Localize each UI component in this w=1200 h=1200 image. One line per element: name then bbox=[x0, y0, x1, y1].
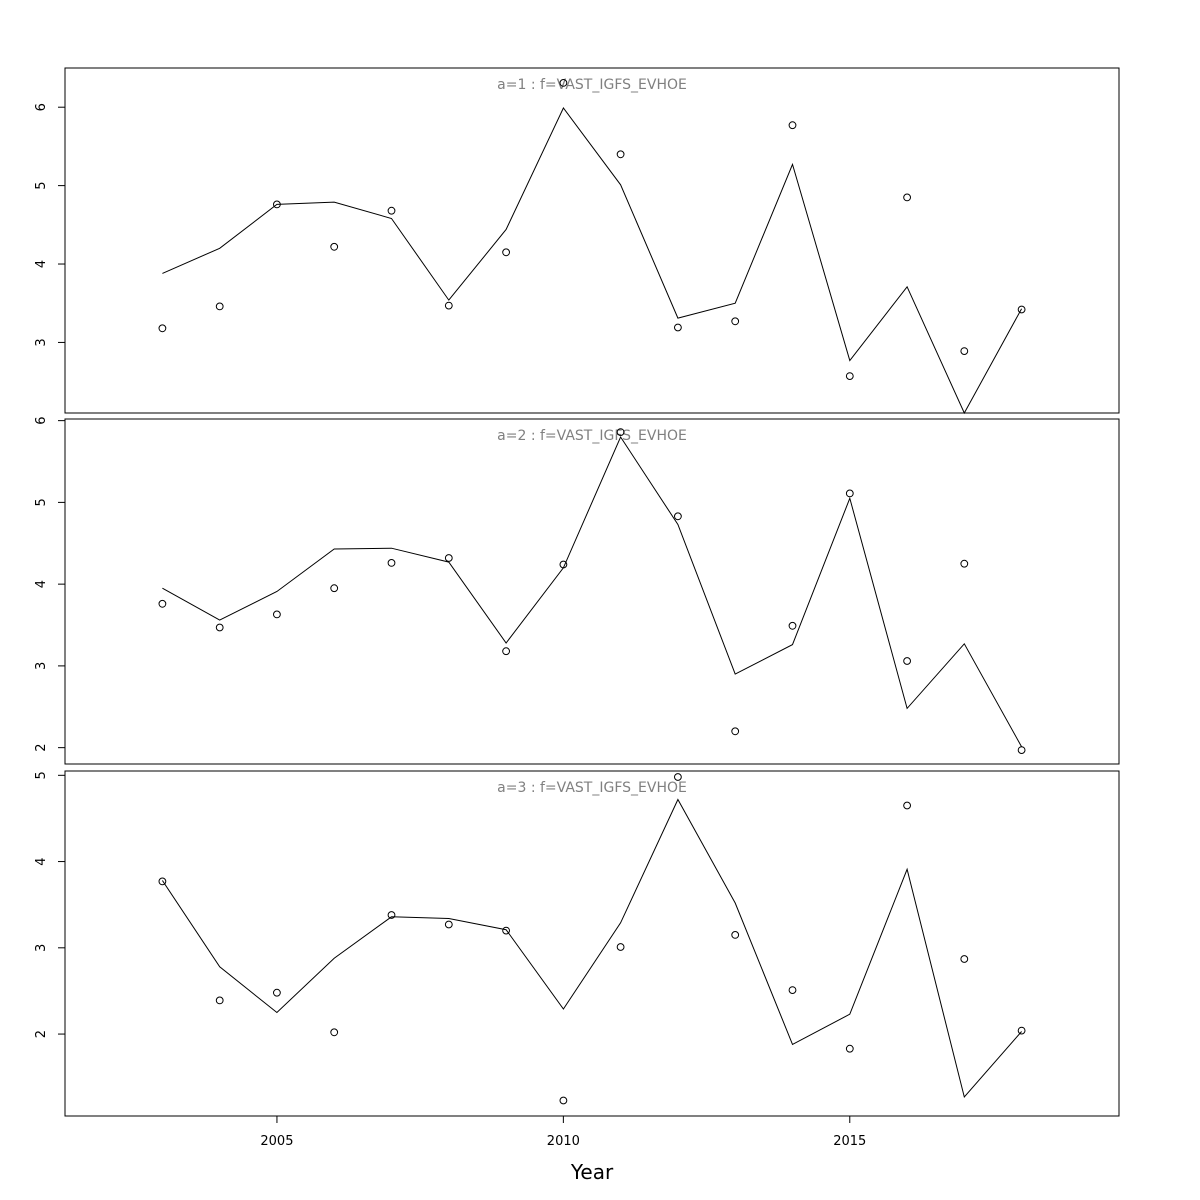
observed-point bbox=[616, 428, 625, 437]
observed-point bbox=[960, 955, 969, 963]
observed-point bbox=[903, 657, 911, 665]
observed-point bbox=[387, 559, 396, 567]
y-tick-label: 5 bbox=[34, 771, 49, 779]
observed-point bbox=[387, 911, 396, 919]
y-tick-label: 3 bbox=[34, 338, 49, 346]
x-axis-title: Year bbox=[570, 1160, 614, 1184]
observed-point bbox=[444, 920, 453, 929]
observed-point bbox=[1017, 1026, 1026, 1035]
x-tick-label: 2015 bbox=[833, 1134, 866, 1149]
y-tick-label: 4 bbox=[34, 857, 49, 865]
observed-point bbox=[502, 248, 511, 257]
observed-point bbox=[845, 489, 854, 498]
observed-point bbox=[273, 988, 281, 997]
observed-point bbox=[788, 986, 797, 994]
observed-point bbox=[215, 996, 224, 1005]
y-tick-label: 6 bbox=[34, 416, 49, 424]
observed-point bbox=[330, 584, 339, 593]
observed-point bbox=[387, 206, 396, 215]
observed-point bbox=[559, 1096, 568, 1105]
x-ticks: 2005 2010 2015 bbox=[260, 1116, 866, 1149]
observed-point bbox=[330, 1028, 339, 1037]
y-tick-label: 3 bbox=[34, 944, 49, 952]
panel-title: a=1 : f=VAST_IGFS_EVHOE bbox=[497, 77, 687, 93]
observed-point bbox=[559, 79, 568, 87]
panel-frame bbox=[64, 418, 1120, 765]
x-axis: 2005 2010 2015 Year bbox=[260, 1115, 866, 1184]
observed-point bbox=[502, 647, 511, 656]
y-tick-label: 2 bbox=[34, 744, 49, 752]
observed-point bbox=[444, 554, 453, 562]
fitted-series-line bbox=[162, 107, 1023, 415]
y-tick-label: 5 bbox=[34, 498, 49, 506]
observed-point bbox=[444, 301, 453, 310]
observed-point bbox=[788, 621, 797, 630]
y-tick-label: 4 bbox=[34, 260, 49, 268]
observed-point bbox=[674, 512, 682, 521]
observed-point bbox=[616, 150, 625, 159]
observed-point bbox=[273, 200, 281, 209]
x-tick-label: 2010 bbox=[547, 1134, 580, 1149]
observed-point bbox=[215, 623, 224, 632]
fitted-series-line bbox=[161, 798, 1022, 1099]
observed-point bbox=[903, 801, 911, 810]
observed-point bbox=[674, 773, 682, 781]
observed-point bbox=[273, 610, 281, 619]
panel-frame bbox=[64, 67, 1120, 414]
y-tick-label: 3 bbox=[34, 662, 49, 670]
panel-frame bbox=[64, 770, 1120, 1117]
y-tick-label: 2 bbox=[34, 1030, 49, 1038]
observed-point bbox=[158, 599, 167, 608]
observed-point bbox=[502, 926, 511, 935]
observed-point bbox=[903, 193, 911, 202]
observed-point bbox=[845, 372, 854, 381]
observed-point bbox=[158, 324, 167, 333]
observed-point bbox=[559, 560, 568, 569]
observed-point bbox=[960, 347, 969, 356]
panel-title: a=3 : f=VAST_IGFS_EVHOE bbox=[497, 780, 687, 796]
observed-point bbox=[788, 121, 797, 130]
observed-point bbox=[731, 931, 740, 939]
observed-point bbox=[674, 323, 682, 332]
panels: 3 4 5 6 a=1 : f=VAST_IGFS_EVHOE 2 3 4 5 6 a=2 : f=… bbox=[34, 67, 1120, 1117]
x-tick-label: 2005 bbox=[260, 1134, 293, 1149]
y-tick-label: 6 bbox=[34, 103, 49, 111]
observed-point bbox=[960, 559, 969, 568]
y-tick-label: 4 bbox=[34, 580, 49, 588]
observed-point bbox=[616, 943, 625, 951]
observed-point bbox=[845, 1044, 854, 1053]
fitted-series-line bbox=[162, 435, 1023, 748]
observed-point bbox=[1017, 746, 1026, 754]
observed-point bbox=[330, 242, 339, 251]
observed-point bbox=[731, 727, 740, 736]
panel-title: a=2 : f=VAST_IGFS_EVHOE bbox=[497, 428, 687, 444]
y-tick-label: 5 bbox=[34, 181, 49, 189]
panel-3: 2 3 4 5 a=3 : f=VAST_IGFS_EVHOE bbox=[34, 770, 1120, 1117]
observed-point bbox=[215, 302, 224, 311]
observed-point bbox=[731, 317, 740, 326]
panel-1: 3 4 5 6 a=1 : f=VAST_IGFS_EVHOE bbox=[34, 67, 1120, 415]
observed-point bbox=[158, 877, 167, 886]
observed-point bbox=[1017, 305, 1026, 314]
panel-2: 2 3 4 5 6 a=2 : f=VAST_IGFS_EVHOE bbox=[34, 416, 1120, 765]
